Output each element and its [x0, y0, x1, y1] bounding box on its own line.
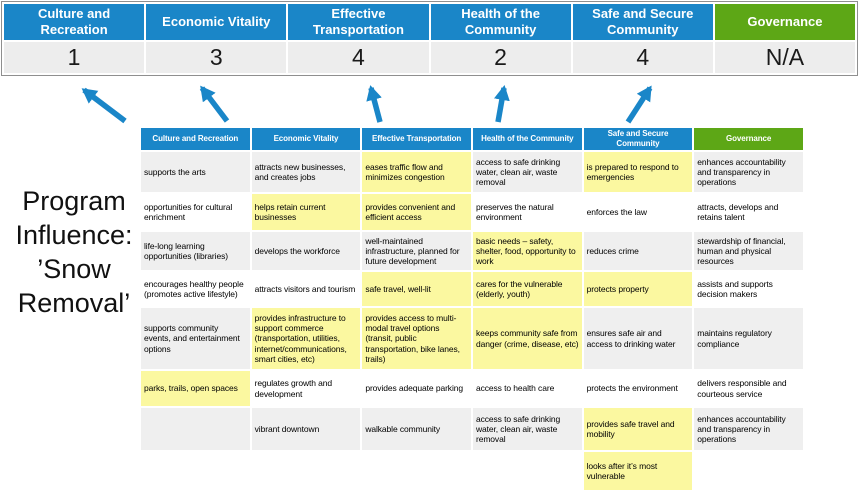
matrix-row: vibrant downtown walkable community access…: [141, 408, 803, 450]
matrix-cell: enhances accountability and transparency…: [694, 152, 803, 192]
matrix-cell-highlighted: provides convenient and efficient access: [362, 194, 471, 230]
matrix-cell: attracts new businesses, and creates job…: [251, 152, 361, 192]
matrix-cell: assists and supports decision makers: [694, 272, 803, 306]
arrow-up-icon: [625, 85, 653, 124]
matrix-cell: attracts visitors and tourism: [251, 272, 361, 306]
matrix-cell: [141, 452, 250, 490]
matrix-cell: ensures safe air and access to drinking …: [583, 308, 693, 369]
program-influence-label: Program Influence: ’Snow Removal’: [15, 186, 133, 319]
priority-header: Health of the Community: [430, 4, 571, 40]
matrix-row: supports community events, and entertain…: [141, 308, 803, 369]
arrow-up-icon: [199, 85, 230, 123]
matrix-row: opportunities for cultural enrichment hel…: [141, 194, 803, 230]
priority-score: 1: [4, 42, 145, 73]
priority-score-header: Culture and Recreation 1 Economic Vitali…: [1, 1, 858, 76]
matrix-cell-highlighted: provides access to multi-modal travel op…: [362, 308, 471, 369]
priority-column-culture: Culture and Recreation 1: [4, 4, 145, 73]
matrix-cell: well-maintained infrastructure, planned …: [362, 232, 471, 270]
priority-column-governance: Governance N/A: [714, 4, 855, 73]
matrix-body: supports the arts attracts new businesses…: [141, 152, 803, 490]
matrix-cell-highlighted: looks after it’s most vulnerable: [583, 452, 693, 490]
matrix-cell: stewardship of financial, human and phys…: [694, 232, 803, 270]
matrix-cell: [251, 452, 361, 490]
benefit-matrix: Culture and Recreation Economic Vitality E…: [139, 126, 805, 492]
matrix-cell-highlighted: parks, trails, open spaces: [141, 371, 250, 406]
matrix-cell: [472, 452, 582, 490]
matrix-cell: regulates growth and development: [251, 371, 361, 406]
arrow-up-icon: [366, 85, 383, 123]
matrix-cell: access to safe drinking water, clean air…: [472, 152, 582, 192]
score-mapping-arrows: [81, 85, 653, 124]
matrix-column-header: Economic Vitality: [251, 128, 361, 150]
matrix-cell: provides adequate parking: [362, 371, 471, 406]
matrix-column-header: Health of the Community: [472, 128, 582, 150]
matrix-cell-highlighted: is prepared to respond to emergencies: [583, 152, 693, 192]
matrix-cell-highlighted: helps retain current businesses: [251, 194, 361, 230]
matrix-row: life-long learning opportunities (librar…: [141, 232, 803, 270]
matrix-cell: reduces crime: [583, 232, 693, 270]
matrix-cell: access to health care: [472, 371, 582, 406]
priority-column-health: Health of the Community 2: [430, 4, 571, 73]
matrix-cell: vibrant downtown: [251, 408, 361, 450]
matrix-cell: access to safe drinking water, clean air…: [472, 408, 582, 450]
matrix-cell: protects the environment: [583, 371, 693, 406]
matrix-cell: develops the workforce: [251, 232, 361, 270]
matrix-cell: encourages healthy people (promotes acti…: [141, 272, 250, 306]
matrix-cell: [694, 452, 803, 490]
matrix-header-row: Culture and Recreation Economic Vitality E…: [141, 128, 803, 150]
matrix-cell: life-long learning opportunities (librar…: [141, 232, 250, 270]
matrix-cell: [362, 452, 471, 490]
matrix-cell: enhances accountability and transparency…: [694, 408, 803, 450]
matrix-column-header: Safe and Secure Community: [583, 128, 693, 150]
matrix-row: encourages healthy people (promotes acti…: [141, 272, 803, 306]
matrix-cell-highlighted: basic needs – safety, shelter, food, opp…: [472, 232, 582, 270]
matrix-cell: preserves the natural environment: [472, 194, 582, 230]
arrow-up-icon: [494, 85, 510, 123]
matrix-cell-highlighted: provides safe travel and mobility: [583, 408, 693, 450]
priority-column-transportation: Effective Transportation 4: [288, 4, 429, 73]
matrix-cell: opportunities for cultural enrichment: [141, 194, 250, 230]
matrix-row: looks after it’s most vulnerable: [141, 452, 803, 490]
matrix-cell-highlighted: protects property: [583, 272, 693, 306]
priority-score: 4: [572, 42, 713, 73]
matrix-cell: [141, 408, 250, 450]
arrow-up-icon: [81, 87, 127, 124]
matrix-cell-highlighted: provides infrastructure to support comme…: [251, 308, 361, 369]
matrix-cell-highlighted: keeps community safe from danger (crime,…: [472, 308, 582, 369]
priority-score: 3: [146, 42, 287, 73]
matrix-row: parks, trails, open spaces regulates grow…: [141, 371, 803, 406]
priority-score: N/A: [714, 42, 855, 73]
matrix-cell-highlighted: safe travel, well-lit: [362, 272, 471, 306]
matrix-cell: attracts, develops and retains talent: [694, 194, 803, 230]
matrix-cell: delivers responsible and courteous servi…: [694, 371, 803, 406]
priority-column-economic: Economic Vitality 3: [146, 4, 287, 73]
matrix-cell: maintains regulatory compliance: [694, 308, 803, 369]
priority-header: Economic Vitality: [146, 4, 287, 40]
priority-header: Governance: [714, 4, 855, 40]
matrix-row: supports the arts attracts new businesses…: [141, 152, 803, 192]
matrix-cell: enforces the law: [583, 194, 693, 230]
priority-score: 2: [430, 42, 571, 73]
matrix-cell-highlighted: cares for the vulnerable (elderly, youth…: [472, 272, 582, 306]
matrix-column-header: Governance: [694, 128, 803, 150]
matrix-cell: walkable community: [362, 408, 471, 450]
priority-header: Safe and Secure Community: [572, 4, 713, 40]
matrix-column-header: Culture and Recreation: [141, 128, 250, 150]
benefit-matrix-wrap: Culture and Recreation Economic Vitality E…: [139, 126, 805, 492]
priority-header: Culture and Recreation: [4, 4, 145, 40]
matrix-column-header: Effective Transportation: [362, 128, 471, 150]
priority-score: 4: [288, 42, 429, 73]
matrix-cell-highlighted: eases traffic flow and minimizes congest…: [362, 152, 471, 192]
priority-column-safety: Safe and Secure Community 4: [572, 4, 713, 73]
priority-header: Effective Transportation: [288, 4, 429, 40]
matrix-cell: supports community events, and entertain…: [141, 308, 250, 369]
matrix-cell: supports the arts: [141, 152, 250, 192]
